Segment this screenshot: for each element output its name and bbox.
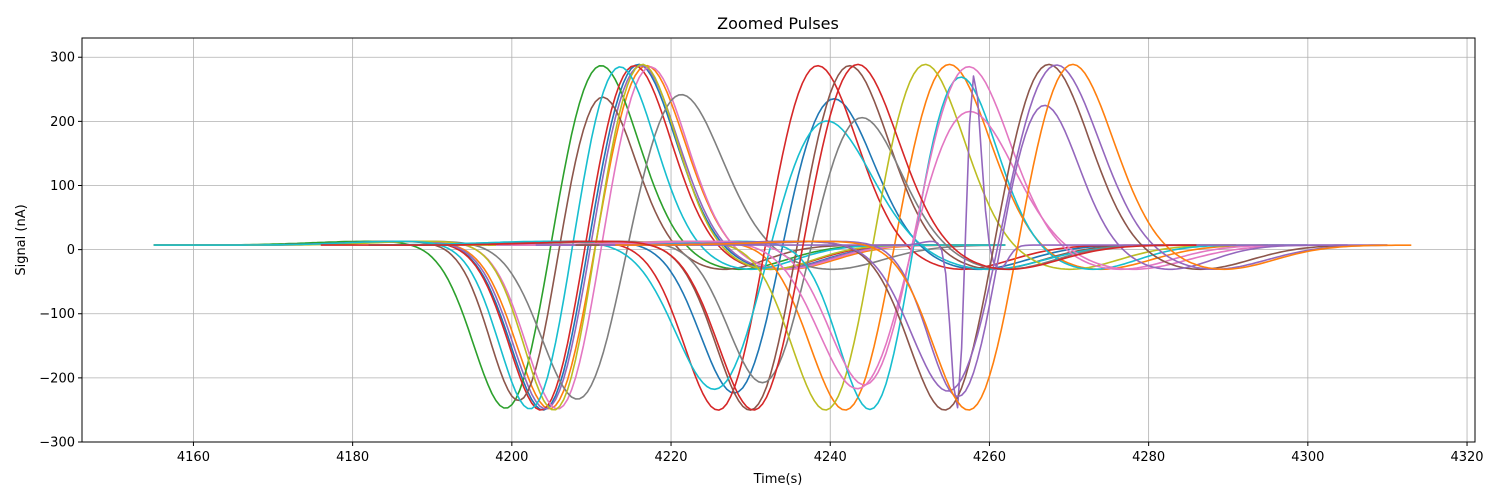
x-tick-label: 4200 <box>495 450 528 465</box>
pulse-series-line <box>607 104 1388 398</box>
x-tick-label: 4160 <box>177 450 210 465</box>
pulse-series-line <box>320 63 1197 411</box>
y-tick-label: 200 <box>50 115 75 130</box>
pulse-series-line <box>599 64 1388 392</box>
x-axis-label: Time(s) <box>753 472 803 487</box>
y-tick-label: 300 <box>50 51 75 66</box>
pulse-series-line <box>368 120 1165 391</box>
x-tick-label: 4220 <box>654 450 687 465</box>
y-tick-label: −100 <box>39 307 75 322</box>
pulse-series-line <box>153 66 1006 410</box>
plot-frame <box>81 37 1476 443</box>
x-tick-label: 4320 <box>1450 450 1483 465</box>
x-tick-label: 4280 <box>1132 450 1165 465</box>
x-tick-label: 4240 <box>814 450 847 465</box>
y-axis-ticks: −300 −200 −100 0 100 200 300 <box>39 51 82 451</box>
x-tick-label: 4260 <box>973 450 1006 465</box>
y-tick-label: −300 <box>39 436 75 451</box>
x-axis-ticks: 4160 4180 4200 4220 4240 4260 4280 4300 4320 <box>177 442 1484 465</box>
x-tick-label: 4180 <box>336 450 369 465</box>
series-group <box>153 63 1412 411</box>
x-tick-label: 4300 <box>1291 450 1324 465</box>
chart-title: Zoomed Pulses <box>717 14 839 33</box>
pulse-series-line <box>384 64 1197 411</box>
y-tick-label: 0 <box>67 243 75 258</box>
y-tick-label: −200 <box>39 371 75 386</box>
y-tick-label: 100 <box>50 179 75 194</box>
y-axis-label: Signal (nA) <box>14 204 29 275</box>
